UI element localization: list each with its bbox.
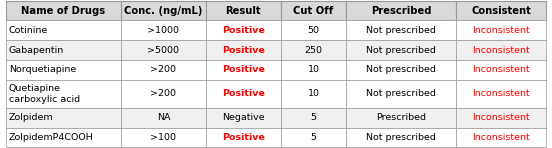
- Bar: [280, 108, 346, 128]
- Text: Consistent: Consistent: [471, 6, 531, 16]
- Text: NA: NA: [157, 113, 170, 122]
- Bar: [6, 40, 121, 60]
- Bar: [6, 1, 121, 20]
- Bar: [206, 20, 280, 40]
- Bar: [121, 40, 206, 60]
- Bar: [6, 20, 121, 40]
- Bar: [456, 60, 546, 80]
- Bar: [456, 1, 546, 20]
- Text: Negative: Negative: [222, 113, 264, 122]
- Bar: [346, 1, 456, 20]
- Text: 5: 5: [311, 133, 316, 142]
- Bar: [121, 108, 206, 128]
- Bar: [346, 128, 456, 147]
- Bar: [121, 60, 206, 80]
- Text: Conc. (ng/mL): Conc. (ng/mL): [124, 6, 203, 16]
- Bar: [6, 108, 121, 128]
- Bar: [206, 1, 280, 20]
- Bar: [206, 128, 280, 147]
- Text: 10: 10: [307, 65, 320, 74]
- Text: Positive: Positive: [222, 65, 264, 74]
- Bar: [456, 40, 546, 60]
- Text: Not prescribed: Not prescribed: [366, 26, 436, 35]
- Text: Inconsistent: Inconsistent: [473, 65, 530, 74]
- Text: >5000: >5000: [147, 45, 179, 54]
- Bar: [346, 20, 456, 40]
- Text: Positive: Positive: [222, 45, 264, 54]
- Text: Gabapentin: Gabapentin: [9, 45, 64, 54]
- Text: Prescribed: Prescribed: [376, 113, 426, 122]
- Text: Quetiapine
carboxylic acid: Quetiapine carboxylic acid: [9, 84, 80, 104]
- Text: Zolpidem: Zolpidem: [9, 113, 54, 122]
- Bar: [456, 80, 546, 108]
- Bar: [280, 20, 346, 40]
- Text: Not prescribed: Not prescribed: [366, 89, 436, 98]
- Bar: [121, 1, 206, 20]
- Bar: [206, 60, 280, 80]
- Bar: [206, 80, 280, 108]
- Bar: [6, 80, 121, 108]
- Text: Prescribed: Prescribed: [371, 6, 431, 16]
- Text: >200: >200: [151, 89, 177, 98]
- Text: Inconsistent: Inconsistent: [473, 133, 530, 142]
- Bar: [280, 1, 346, 20]
- Text: Inconsistent: Inconsistent: [473, 26, 530, 35]
- Bar: [346, 60, 456, 80]
- Bar: [280, 128, 346, 147]
- Text: >1000: >1000: [147, 26, 179, 35]
- Text: Norquetiapine: Norquetiapine: [9, 65, 76, 74]
- Bar: [456, 108, 546, 128]
- Bar: [121, 20, 206, 40]
- Text: Not prescribed: Not prescribed: [366, 65, 436, 74]
- Text: Positive: Positive: [222, 133, 264, 142]
- Bar: [121, 128, 206, 147]
- Text: >200: >200: [151, 65, 177, 74]
- Text: Cut Off: Cut Off: [294, 6, 333, 16]
- Bar: [346, 80, 456, 108]
- Bar: [206, 108, 280, 128]
- Text: Positive: Positive: [222, 89, 264, 98]
- Text: 5: 5: [311, 113, 316, 122]
- Bar: [280, 80, 346, 108]
- Text: Name of Drugs: Name of Drugs: [22, 6, 105, 16]
- Text: 250: 250: [305, 45, 322, 54]
- Text: ZolpidemP4COOH: ZolpidemP4COOH: [9, 133, 94, 142]
- Bar: [280, 60, 346, 80]
- Text: 50: 50: [307, 26, 320, 35]
- Text: 10: 10: [307, 89, 320, 98]
- Bar: [121, 80, 206, 108]
- Bar: [346, 108, 456, 128]
- Text: Positive: Positive: [222, 26, 264, 35]
- Text: Inconsistent: Inconsistent: [473, 89, 530, 98]
- Text: >100: >100: [151, 133, 177, 142]
- Text: Cotinine: Cotinine: [9, 26, 48, 35]
- Bar: [6, 128, 121, 147]
- Text: Inconsistent: Inconsistent: [473, 113, 530, 122]
- Text: Not prescribed: Not prescribed: [366, 133, 436, 142]
- Text: Inconsistent: Inconsistent: [473, 45, 530, 54]
- Bar: [206, 40, 280, 60]
- Text: Not prescribed: Not prescribed: [366, 45, 436, 54]
- Text: Result: Result: [225, 6, 261, 16]
- Bar: [456, 128, 546, 147]
- Bar: [346, 40, 456, 60]
- Bar: [280, 40, 346, 60]
- Bar: [456, 20, 546, 40]
- Bar: [6, 60, 121, 80]
